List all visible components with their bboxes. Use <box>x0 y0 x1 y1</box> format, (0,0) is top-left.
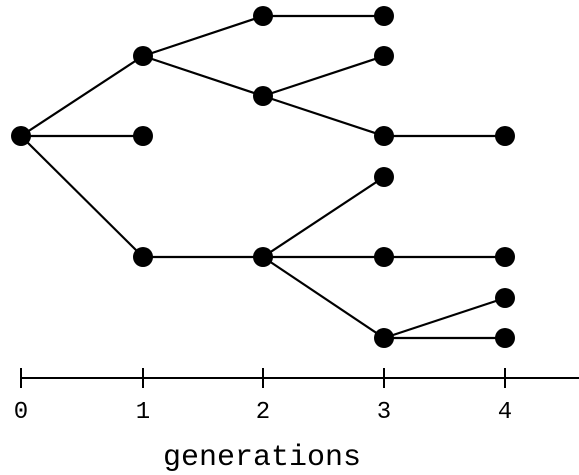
tree-node-n2b <box>253 86 273 106</box>
axis-ticks: 0 1 2 3 4 <box>14 368 512 426</box>
tree-edge-n0-n1c <box>20 135 144 258</box>
tree-edge-n2b-n3c <box>262 94 385 138</box>
tree-edge-n0-n1a <box>20 55 144 137</box>
axis-tick-label-4: 4 <box>498 399 512 426</box>
tree-edges <box>20 14 506 340</box>
tree-edge-n1a-n2b <box>142 54 264 98</box>
tree-edge-n3f-n4c <box>383 296 506 340</box>
tree-node-n3a <box>374 6 394 26</box>
tree-node-n3f <box>374 328 394 348</box>
tree-node-n4b <box>495 247 515 267</box>
tree-node-n3b <box>374 46 394 66</box>
tree-node-n1b <box>133 126 153 146</box>
axis-tick-label-3: 3 <box>377 399 391 426</box>
tree-node-n0 <box>11 126 31 146</box>
tree-node-n3d <box>374 167 394 187</box>
tree-node-n4c <box>495 288 515 308</box>
tree-edge-n2c-n3d <box>262 176 385 258</box>
tree-node-n4d <box>495 328 515 348</box>
tree-node-n1a <box>133 46 153 66</box>
tree-node-n2a <box>253 6 273 26</box>
generations-axis: 0 1 2 3 4 generations <box>14 368 579 475</box>
axis-tick-label-1: 1 <box>136 399 150 426</box>
tree-node-n3c <box>374 126 394 146</box>
axis-tick-label-2: 2 <box>256 399 270 426</box>
tree-edge-n1a-n2a <box>142 14 264 58</box>
tree-node-n4a <box>495 126 515 146</box>
tree-node-n1c <box>133 247 153 267</box>
axis-title: generations <box>163 441 361 475</box>
axis-tick-label-0: 0 <box>14 399 28 426</box>
tree-edge-n2c-n3f <box>262 256 385 339</box>
tree-node-n3e <box>374 247 394 267</box>
tree-node-n2c <box>253 247 273 267</box>
tree-nodes <box>11 6 515 348</box>
tree-edge-n2b-n3b <box>262 54 385 98</box>
